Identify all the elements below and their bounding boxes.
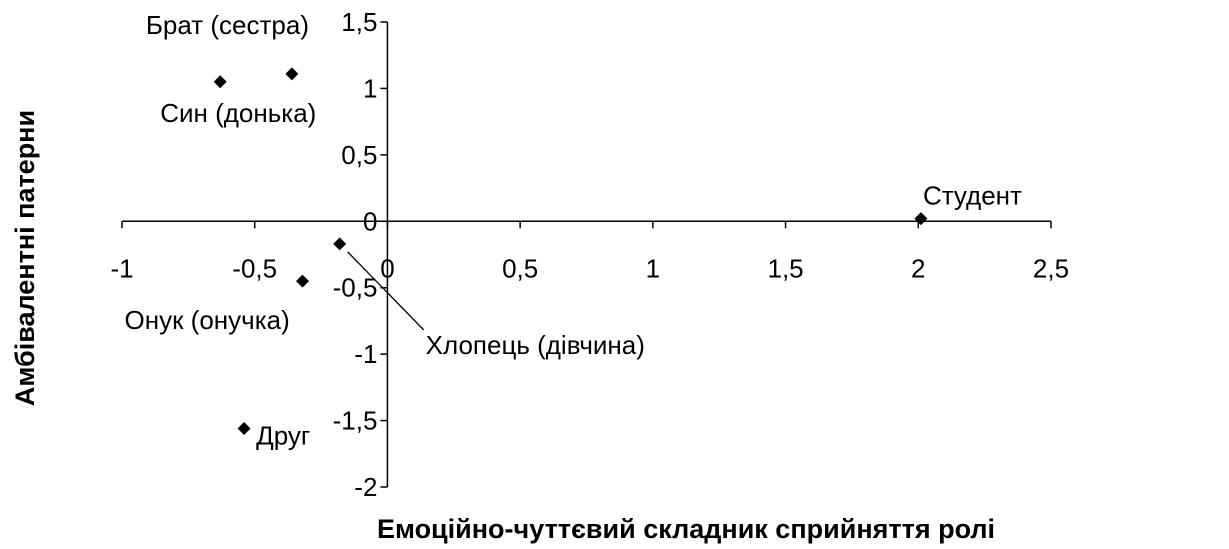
y-tick-label: -1,5 [333,406,378,436]
y-tick-label: -0,5 [333,273,378,303]
x-tick-label: -1 [110,253,133,283]
point-label: Студент [923,181,1022,211]
x-axis-title: Емоційно-чуттєвий складник сприйняття ро… [377,514,995,544]
data-point [333,237,347,251]
x-tick-label: 1 [646,253,660,283]
point-label: Хлопець (дівчина) [426,330,645,360]
data-point [285,67,299,81]
data-point [213,75,227,89]
y-tick-label: 0 [363,206,377,236]
data-point [295,274,309,288]
y-axis-title: Амбівалентні патерни [10,110,40,406]
point-label: Син (донька) [160,98,316,128]
point-labels: Брат (сестра) Син (донька) Студент Хлопець … [124,10,1022,451]
y-tick-label: -2 [354,472,377,502]
x-tick-label: 2,5 [1033,253,1069,283]
y-tick-label: 1,5 [341,7,377,37]
y-tick-label: -1 [354,339,377,369]
y-tick-label: 1 [363,73,377,103]
x-axis-ticks: -1 -0,5 0 0,5 1 1,5 2 2,5 [110,221,1069,283]
x-tick-label: 2 [911,253,925,283]
data-points [213,67,928,436]
x-tick-label: -0,5 [232,253,277,283]
data-point [914,212,928,226]
point-label: Онук (онучка) [124,305,289,335]
y-axis-ticks: 1,5 1 0,5 0 -0,5 -1 -1,5 -2 [333,7,388,502]
label-leader-lines [347,251,425,331]
point-label: Друг [256,421,310,451]
data-point [237,422,251,436]
axes [122,22,1051,487]
x-tick-label: 0,5 [502,253,538,283]
point-label: Брат (сестра) [146,10,309,40]
y-tick-label: 0,5 [341,140,377,170]
x-tick-label: 1,5 [767,253,803,283]
label-leader-line [347,251,425,331]
x-tick-label: 0 [380,253,394,283]
